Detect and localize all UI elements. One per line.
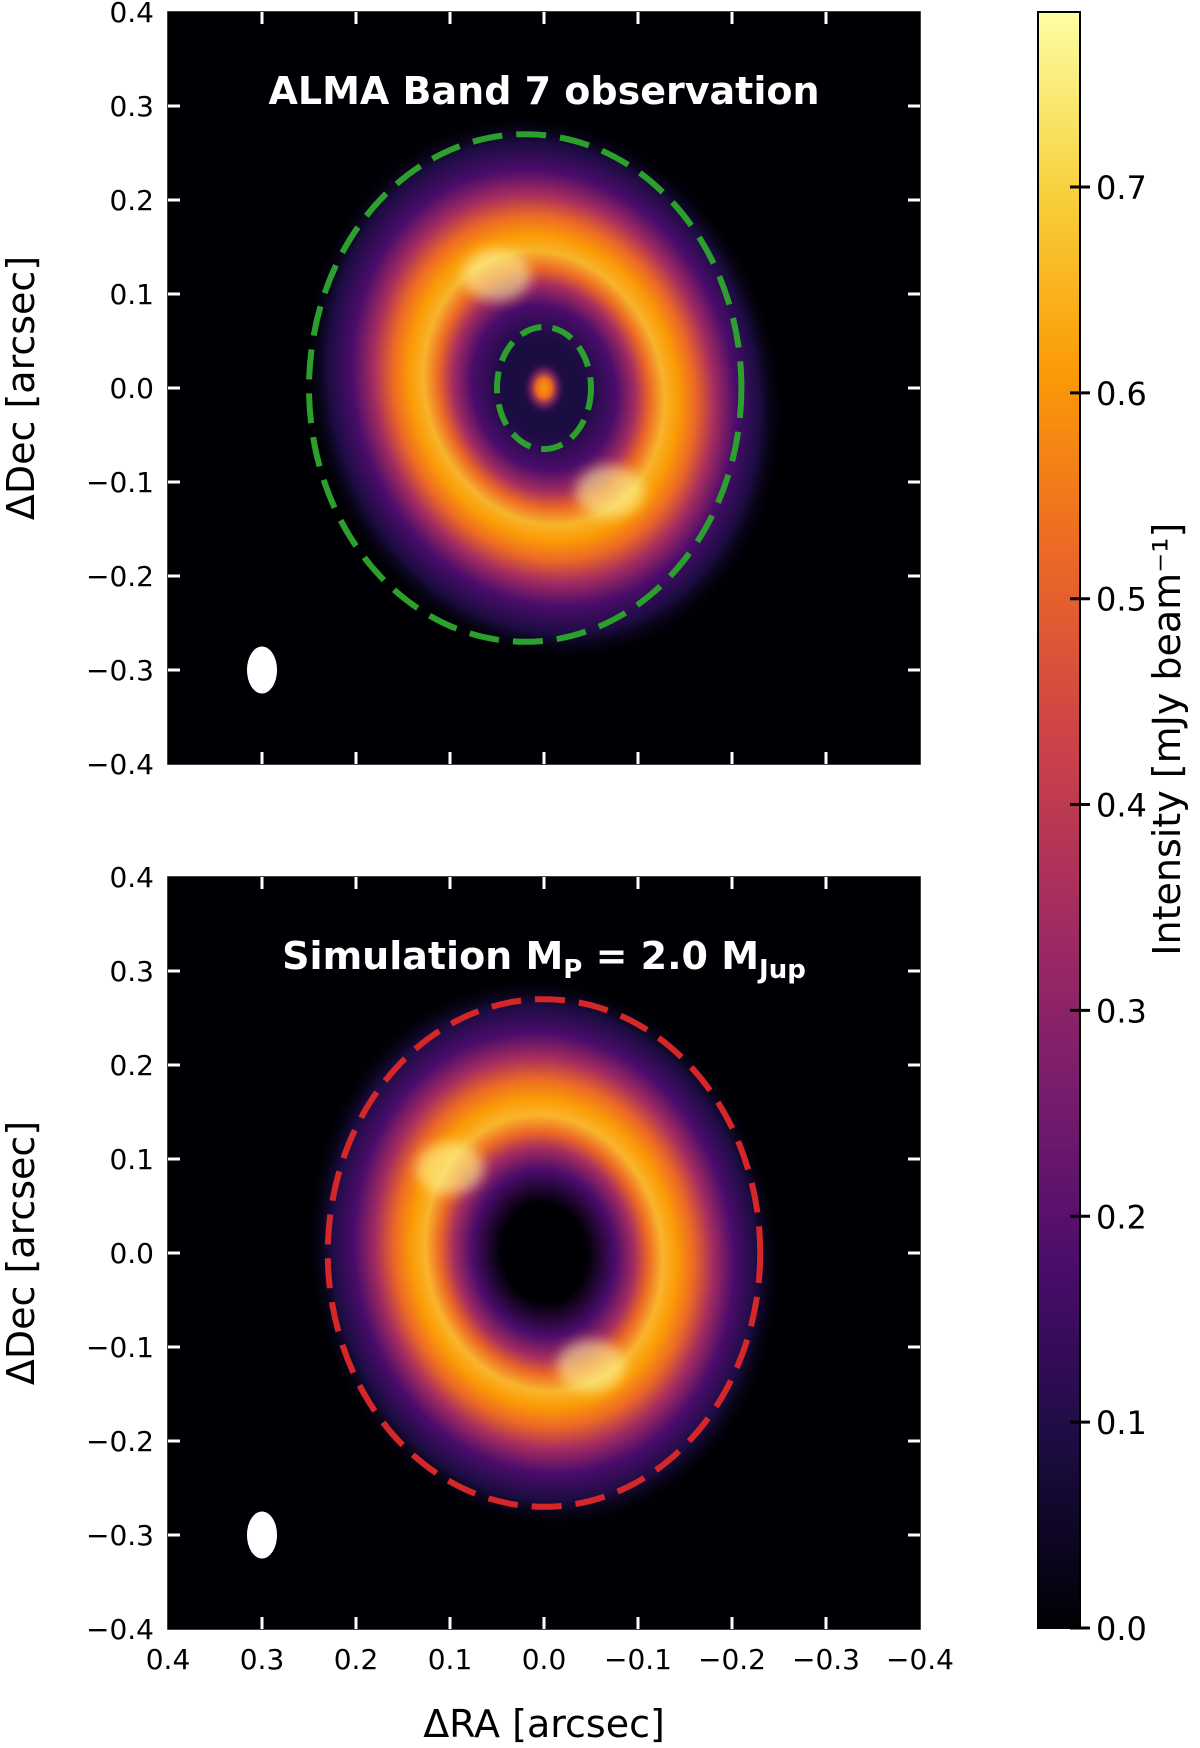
colorbar: 0.0 0.1 0.2 0.3 0.4 0.5 0.6 0.7 Intensity [mJy b…: [1037, 11, 1189, 1648]
y-tick-label: −0.3: [86, 1519, 154, 1552]
colorbar-tick-label: 0.4: [1096, 787, 1147, 825]
title-part: Jup: [757, 955, 806, 985]
panel-title: Simulation MP = 2.0 MJup: [282, 934, 806, 985]
y-tick-label: 0.0: [109, 1237, 154, 1270]
x-tick-label: 0.2: [334, 1643, 379, 1676]
x-tick-label: −0.1: [604, 1643, 672, 1676]
colorbar-tick-label: 0.0: [1096, 1610, 1147, 1648]
ring-bright-spot: [575, 465, 644, 518]
outer-dashed-ellipse: [324, 996, 764, 1510]
x-tick-label: −0.4: [886, 1643, 954, 1676]
central-source: [522, 360, 566, 416]
y-tick-label: 0.3: [109, 90, 154, 123]
inner-dashed-ellipse: [494, 323, 594, 453]
y-tick-label: −0.3: [86, 654, 154, 687]
colorbar-tick-label: 0.1: [1096, 1404, 1147, 1442]
colorbar-tick-label: 0.5: [1096, 581, 1147, 619]
y-tick-label: 0.4: [109, 861, 154, 894]
y-tick-label: −0.1: [86, 466, 154, 499]
outer-dashed-ellipse: [306, 131, 745, 645]
colorbar-tick-label: 0.7: [1096, 169, 1147, 207]
y-tick-label: −0.2: [86, 560, 154, 593]
y-tick-label: −0.1: [86, 1331, 154, 1364]
y-tick-label: 0.3: [109, 955, 154, 988]
title-part: P: [563, 955, 582, 985]
x-tick-label: −0.2: [698, 1643, 766, 1676]
y-tick-label: −0.4: [86, 1613, 154, 1646]
y-tick-label: 0.1: [109, 1143, 154, 1176]
y-tick-label: 0.4: [109, 0, 154, 29]
ring-bright-spot: [463, 249, 531, 302]
panel-title: ALMA Band 7 observation: [268, 69, 819, 113]
x-axis-label: ΔRA [arcsec]: [423, 1702, 665, 1746]
x-tick-label: −0.3: [792, 1643, 860, 1676]
ring-bright-spot: [416, 1142, 484, 1195]
beam-ellipse: [246, 1511, 278, 1559]
y-tick-label: 0.0: [109, 372, 154, 405]
x-tick-label: 0.0: [522, 1643, 567, 1676]
title-part: Simulation M: [282, 934, 563, 978]
colorbar-tick-label: 0.6: [1096, 375, 1147, 413]
panel-simulation: Simulation MP = 2.0 MJup 0.4 0.3 0.2 0.1 0.0 −…: [0, 861, 954, 1746]
dust-ring: [306, 976, 782, 1530]
colorbar-tick-label: 0.2: [1096, 1198, 1147, 1236]
title-part: = 2.0 M: [582, 934, 759, 978]
x-tick-label: 0.4: [146, 1643, 191, 1676]
y-axis-label: ΔDec [arcsec]: [0, 1121, 43, 1385]
heatmap-image: [168, 12, 920, 764]
colorbar-label: Intensity [mJy beam⁻¹]: [1145, 523, 1189, 956]
y-tick-label: 0.1: [109, 278, 154, 311]
x-tick-label: 0.3: [240, 1643, 285, 1676]
colorbar-frame: [1037, 11, 1081, 1629]
beam-ellipse: [246, 646, 278, 694]
y-tick-label: 0.2: [109, 184, 154, 217]
colorbar-tick-label: 0.3: [1096, 992, 1147, 1030]
colorbar-gradient: [1038, 12, 1080, 1628]
y-tick-label: 0.2: [109, 1049, 154, 1082]
ring-bright-spot: [557, 1339, 625, 1392]
x-tick-label: 0.1: [428, 1643, 473, 1676]
panel-observation: ALMA Band 7 observation 0.4 0.3 0.2 0.1 0.0 −0…: [0, 0, 921, 781]
y-tick-label: −0.4: [86, 748, 154, 781]
y-axis-label: ΔDec [arcsec]: [0, 256, 43, 520]
y-tick-label: −0.2: [86, 1425, 154, 1458]
heatmap-image: [168, 877, 920, 1629]
